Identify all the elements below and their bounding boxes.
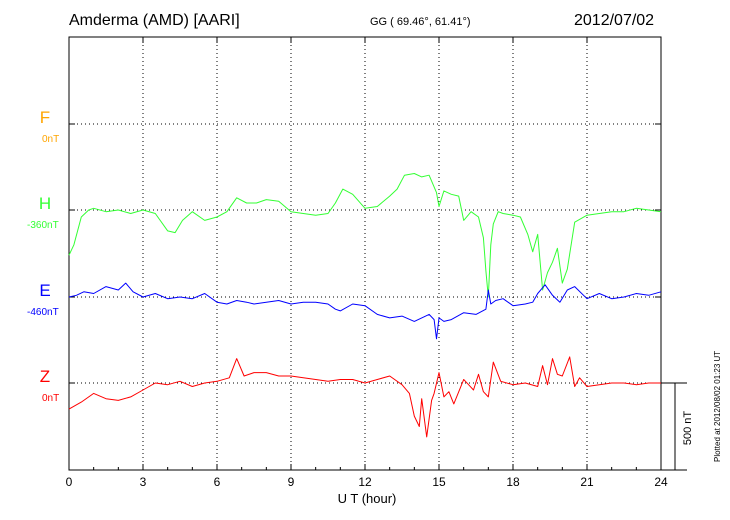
series-name-z: Z xyxy=(40,367,50,386)
x-tick-label: 3 xyxy=(140,475,147,489)
series-name-f: F xyxy=(40,108,50,127)
series-name-h: H xyxy=(39,194,51,213)
scale-bar: 500 nT xyxy=(661,382,694,471)
series-line-e xyxy=(68,282,662,340)
x-tick-label: 21 xyxy=(580,475,594,489)
series-line-h xyxy=(68,173,662,298)
series-baseline-f: 0nT xyxy=(42,134,59,145)
date-label: 2012/07/02 xyxy=(574,12,655,29)
x-tick-label: 0 xyxy=(66,475,73,489)
series-baseline-z: 0nT xyxy=(42,393,59,404)
series-baseline-h: -360nT xyxy=(27,220,59,231)
x-tick-label: 18 xyxy=(506,475,520,489)
x-ticks: 0 3 6 9 12 15 18 21 24 xyxy=(66,37,668,489)
x-tick-label: 12 xyxy=(358,475,372,489)
x-tick-label: 9 xyxy=(288,475,295,489)
x-axis-label: U T (hour) xyxy=(338,491,397,506)
x-tick-label: 6 xyxy=(214,475,221,489)
scale-bar-label: 500 nT xyxy=(682,411,694,446)
x-tick-label: 24 xyxy=(654,475,668,489)
series-line-z xyxy=(68,356,661,438)
plotted-timestamp: Plotted at 2012/08/02 01:23 UT xyxy=(713,350,722,462)
series-name-e: E xyxy=(39,281,50,300)
grid xyxy=(69,37,661,470)
geo-coords: GG ( 69.46°, 61.41°) xyxy=(370,16,471,28)
series-baseline-e: -460nT xyxy=(27,307,59,318)
x-tick-label: 15 xyxy=(432,475,446,489)
series-lines xyxy=(68,173,662,438)
station-title: Amderma (AMD) [AARI] xyxy=(69,12,240,29)
series-labels: F 0nT H -360nT E -460nT Z 0nT xyxy=(27,108,59,404)
